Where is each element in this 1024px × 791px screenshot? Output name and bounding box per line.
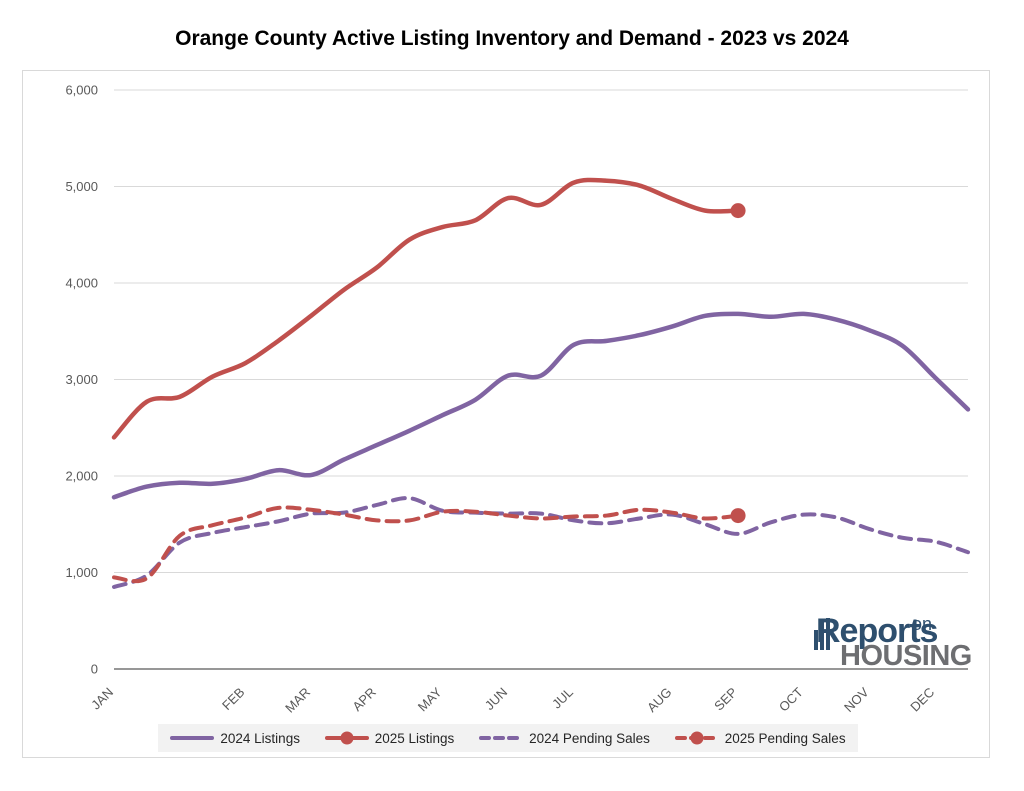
x-tick-label: MAY [415,684,445,714]
x-tick-label: FEB [219,685,247,713]
x-tick-label: OCT [776,684,806,714]
legend-item-2025-listings: 2025 Listings [324,730,455,746]
x-tick-label: AUG [644,685,675,716]
legend-label-2024-listings: 2024 Listings [220,730,300,746]
chart-title: Orange County Active Listing Inventory a… [175,27,849,50]
x-tick-label: JAN [88,685,116,713]
legend-swatch-2025-listings [324,731,369,745]
y-tick-label: 1,000 [65,565,98,580]
chart-frame [22,70,990,758]
legend-item-2025-pending: 2025 Pending Sales [674,730,846,746]
chart-legend: 2024 Listings 2025 Listings 2024 Pending… [158,724,858,752]
legend-label-2025-pending: 2025 Pending Sales [724,730,846,746]
y-tick-label: 2,000 [65,469,98,484]
legend-swatch-2025-pending [674,731,719,745]
gridlines [114,89,968,573]
y-tick-label: 5,000 [65,179,98,194]
logo-text-housing: HOUSING [840,640,972,672]
y-tick-label: 0 [91,662,98,677]
x-tick-label: JUN [482,685,510,713]
x-tick-label: APR [349,685,379,715]
series-end-marker-2025-pending-sales [730,508,746,524]
series-line-2024-listings [111,311,971,500]
legend-item-2024-listings: 2024 Listings [170,731,300,746]
x-tick-label: DEC [907,685,937,715]
y-axis-ticks: 0 1,000 2,000 3,000 4,000 5,000 6,000 [65,83,98,677]
series-lines [111,177,971,589]
x-tick-label: SEP [711,685,740,714]
legend-label-2024-pending: 2024 Pending Sales [529,730,650,746]
reports-on-housing-logo: Reports on HOUSING [812,612,972,672]
series-line-2024-pending-sales [112,496,970,589]
logo-text-on: on [912,614,933,634]
series-end-marker-2025-listings [730,203,746,219]
logo-text-reports: Reports [816,612,938,650]
legend-swatch-2024-pending [479,736,524,740]
x-axis-ticks: JAN FEB MAR APR MAY JUN JUL AUG SEP OCT NOV DEC [88,684,937,715]
x-tick-label: NOV [841,684,872,715]
y-tick-label: 3,000 [65,372,98,387]
series-line-2025-listings [111,177,741,440]
legend-item-2024-pending: 2024 Pending Sales [479,731,650,746]
logo-bars-icon [814,618,830,650]
x-tick-label: JUL [549,685,576,712]
legend-label-2025-listings: 2025 Listings [374,730,455,746]
series-line-2025-pending-sales [112,505,741,584]
y-tick-label: 4,000 [65,276,98,291]
y-tick-label: 6,000 [65,83,98,98]
x-tick-label: MAR [282,685,313,716]
legend-swatch-2024-listings [170,736,215,740]
